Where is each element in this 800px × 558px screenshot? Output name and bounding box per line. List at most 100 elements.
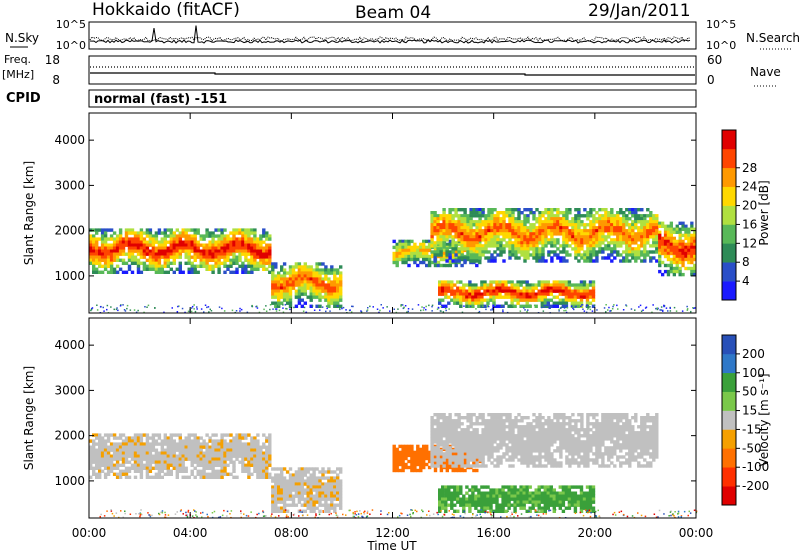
- data-cell: [505, 452, 508, 455]
- data-cell: [422, 252, 425, 255]
- data-cell: [529, 238, 532, 241]
- data-cell: [396, 469, 399, 472]
- data-cell: [565, 283, 568, 286]
- data-cell: [514, 449, 517, 452]
- data-cell: [544, 220, 547, 223]
- data-cell: [92, 256, 95, 259]
- data-cell: [200, 449, 203, 452]
- data-cell: [559, 226, 562, 229]
- speckle-cell: [326, 308, 328, 310]
- data-cell: [244, 433, 247, 436]
- speckle-cell: [520, 310, 522, 312]
- data-cell: [511, 220, 514, 223]
- data-cell: [616, 238, 619, 241]
- data-cell: [532, 437, 535, 440]
- data-cell: [113, 256, 116, 259]
- data-cell: [259, 234, 262, 237]
- data-cell: [89, 464, 92, 467]
- data-cell: [559, 223, 562, 226]
- data-cell: [95, 464, 98, 467]
- data-cell: [128, 247, 131, 250]
- speckle-cell: [122, 304, 124, 306]
- data-cell: [241, 241, 244, 244]
- data-cell: [301, 283, 304, 286]
- data-cell: [107, 433, 110, 436]
- data-cell: [208, 241, 211, 244]
- data-cell: [589, 247, 592, 250]
- data-cell: [445, 446, 448, 449]
- data-cell: [475, 428, 478, 431]
- data-cell: [456, 299, 459, 302]
- data-cell: [155, 476, 158, 479]
- data-cell: [208, 439, 211, 442]
- data-cell: [613, 223, 616, 226]
- data-cell: [164, 458, 167, 461]
- data-cell: [404, 445, 407, 448]
- speckle-cell: [420, 310, 422, 312]
- data-cell: [318, 296, 321, 299]
- data-cell: [446, 469, 449, 472]
- data-cell: [137, 268, 140, 271]
- colorbar-swatch: [722, 168, 736, 187]
- data-cell: [448, 220, 451, 223]
- data-cell: [164, 442, 167, 445]
- data-cell: [295, 470, 298, 473]
- data-cell: [268, 259, 271, 262]
- data-cell: [622, 232, 625, 235]
- data-cell: [589, 232, 592, 235]
- data-cell: [158, 467, 161, 470]
- data-cell: [182, 461, 185, 464]
- data-cell: [574, 217, 577, 220]
- data-cell: [520, 235, 523, 238]
- data-cell: [304, 510, 307, 513]
- data-cell: [122, 433, 125, 436]
- speckle-cell: [241, 309, 243, 311]
- data-cell: [95, 259, 98, 262]
- data-cell: [173, 455, 176, 458]
- data-cell: [483, 280, 486, 283]
- data-cell: [583, 283, 586, 286]
- data-cell: [280, 492, 283, 495]
- data-cell: [673, 252, 676, 255]
- data-cell: [495, 283, 498, 286]
- data-cell: [232, 464, 235, 467]
- data-cell: [401, 258, 404, 261]
- data-cell: [164, 256, 167, 259]
- data-cell: [179, 433, 182, 436]
- data-cell: [194, 228, 197, 231]
- data-cell: [670, 270, 673, 273]
- data-cell: [535, 434, 538, 437]
- data-cell: [526, 422, 529, 425]
- data-cell: [667, 234, 670, 237]
- noise-left-tick-bottom: 10^0: [56, 39, 86, 52]
- data-cell: [191, 461, 194, 464]
- data-cell: [208, 265, 211, 268]
- data-cell: [478, 247, 481, 250]
- data-cell: [457, 235, 460, 238]
- data-cell: [679, 252, 682, 255]
- data-cell: [164, 259, 167, 262]
- data-cell: [556, 223, 559, 226]
- data-cell: [541, 290, 544, 293]
- data-cell: [256, 473, 259, 476]
- data-cell: [283, 296, 286, 299]
- data-cell: [480, 283, 483, 286]
- data-cell: [110, 449, 113, 452]
- data-cell: [95, 458, 98, 461]
- data-cell: [312, 507, 315, 510]
- data-cell: [283, 495, 286, 498]
- data-cell: [595, 238, 598, 241]
- data-cell: [158, 442, 161, 445]
- data-cell: [493, 437, 496, 440]
- data-cell: [194, 265, 197, 268]
- data-cell: [197, 446, 200, 449]
- data-cell: [176, 455, 179, 458]
- data-cell: [480, 287, 483, 290]
- data-cell: [676, 264, 679, 267]
- data-cell: [690, 246, 693, 249]
- data-cell: [433, 464, 436, 467]
- data-cell: [430, 428, 433, 431]
- data-cell: [318, 277, 321, 280]
- data-cell: [235, 446, 238, 449]
- data-cell: [460, 422, 463, 425]
